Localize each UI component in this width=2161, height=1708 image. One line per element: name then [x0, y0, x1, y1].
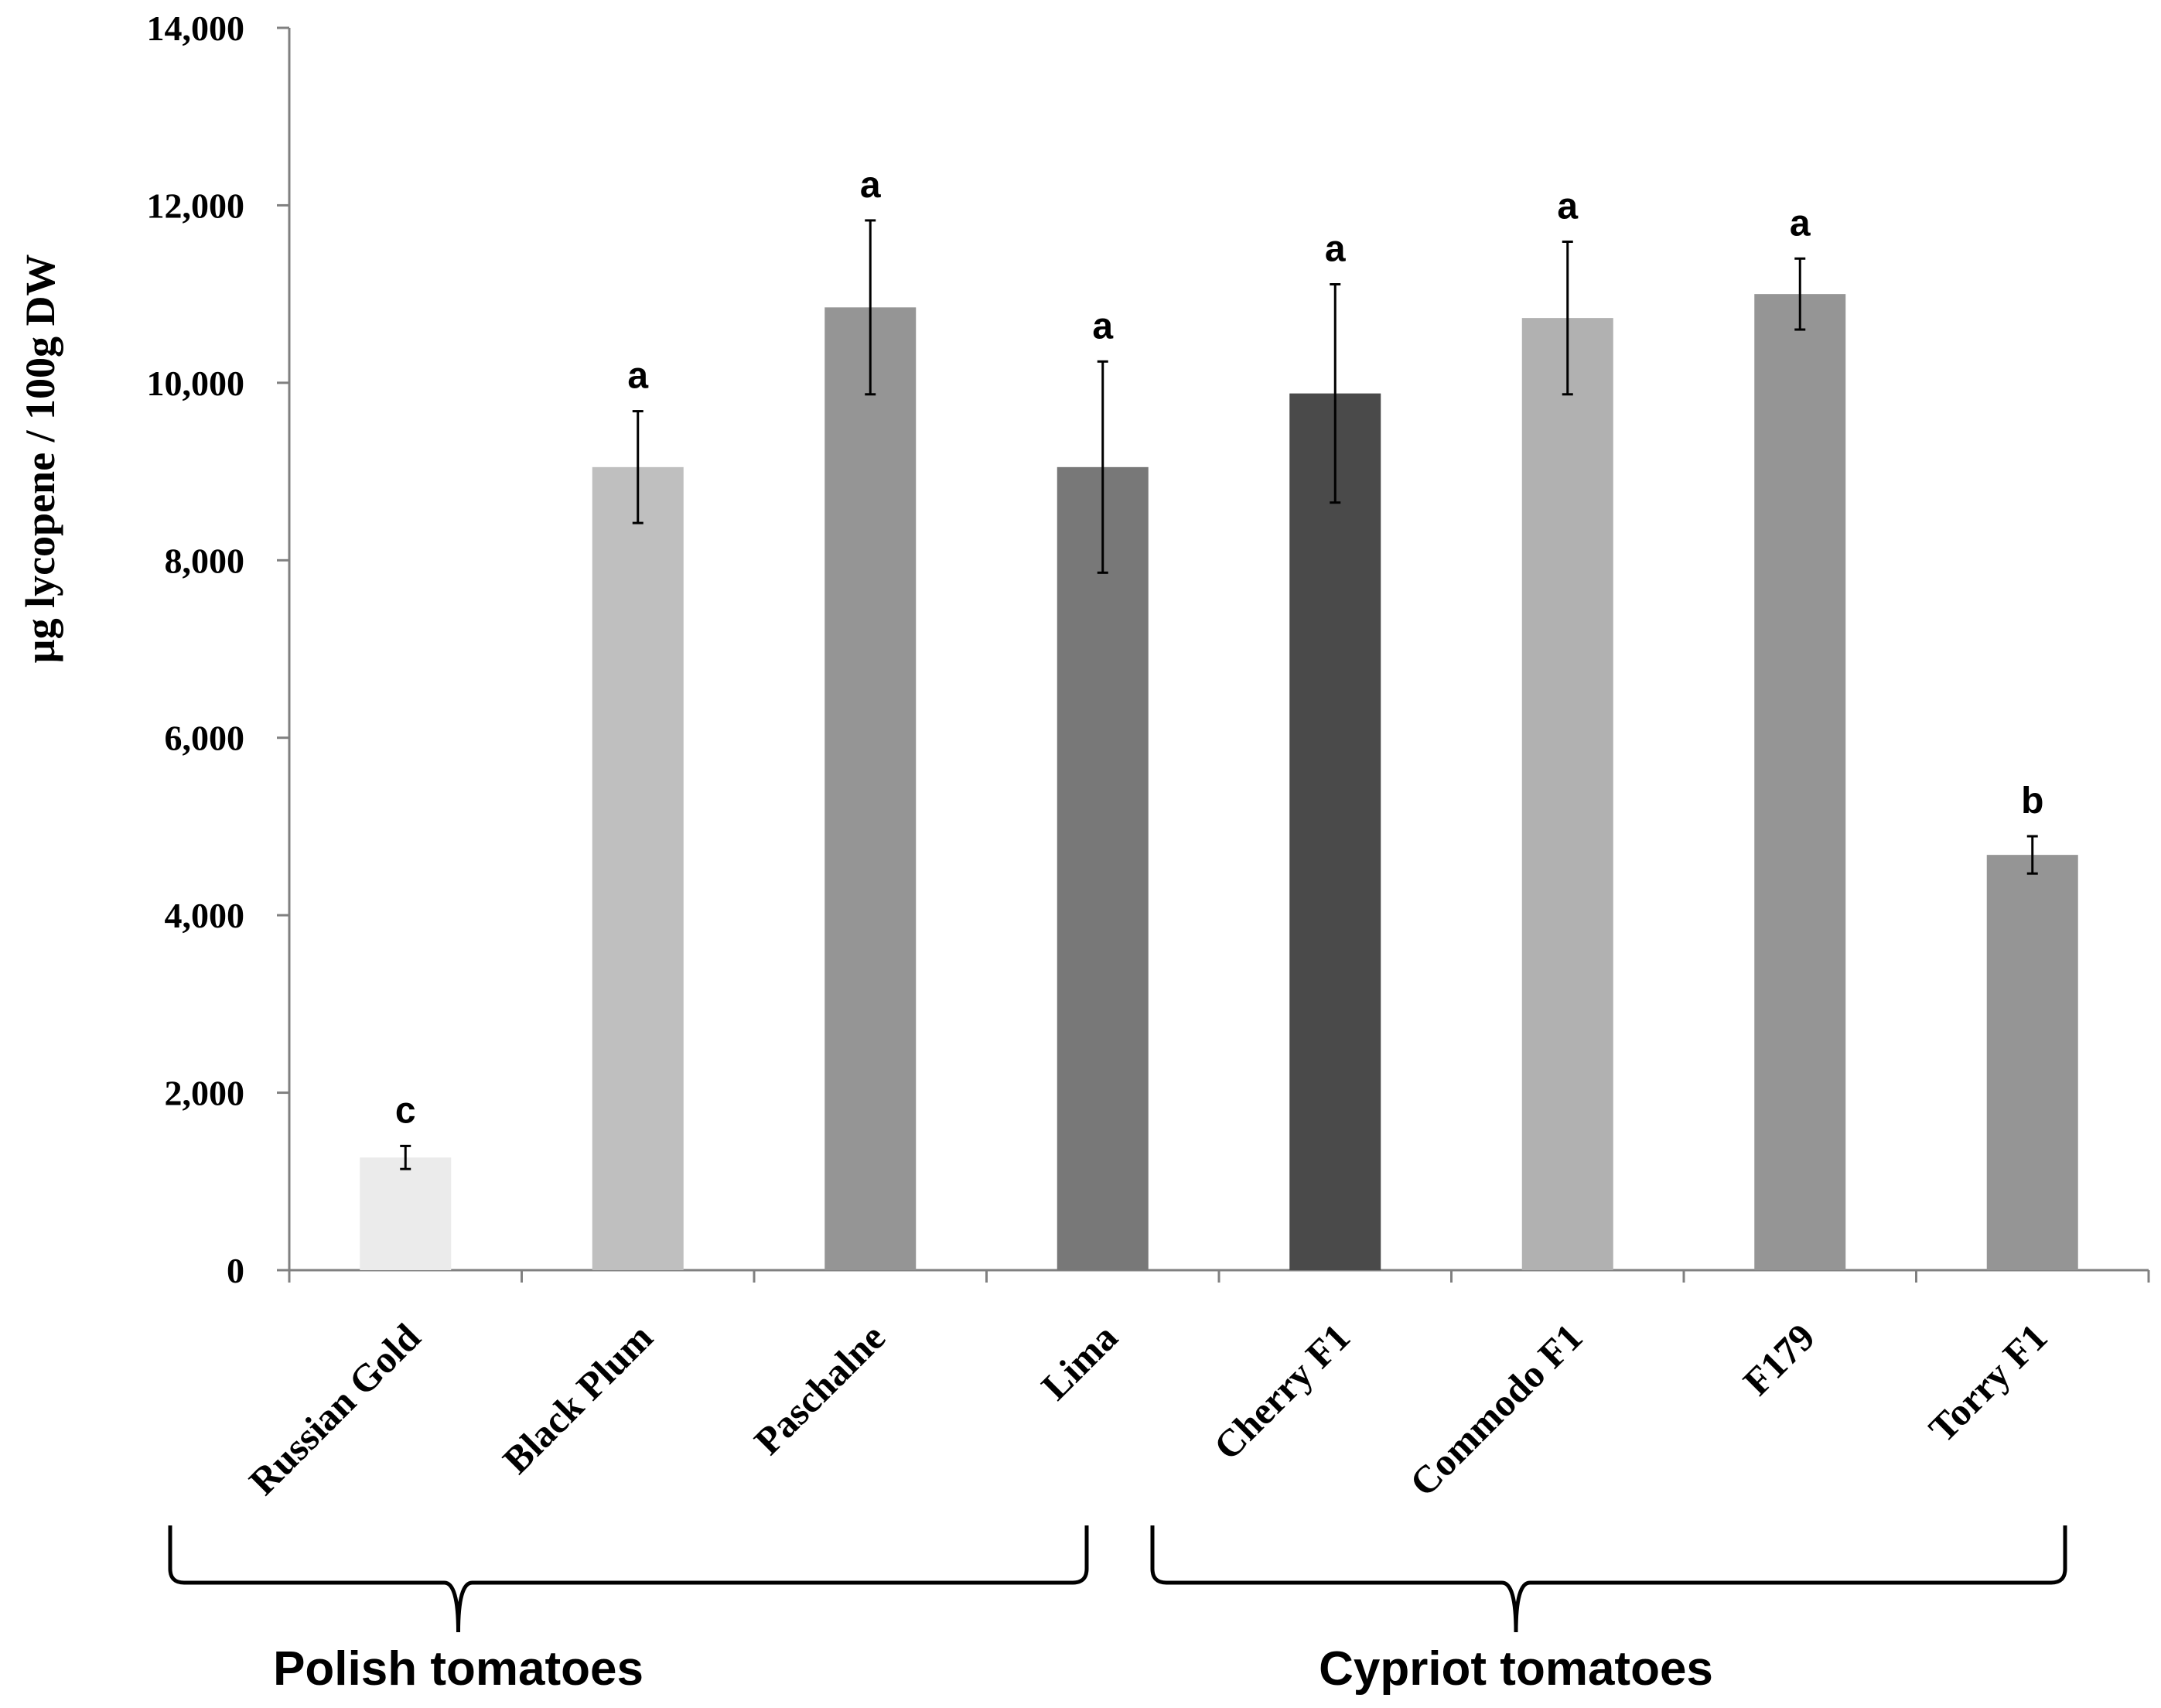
y-axis-ticks: 0 2,000 4,000 6,000 8,000 10,000 12,000 14,000 [147, 9, 289, 1290]
category-label: Torry F1 [1920, 1315, 2056, 1450]
significance-letter: a [860, 165, 881, 206]
significance-letter: a [1092, 306, 1113, 347]
significance-letter: a [1325, 229, 1346, 270]
error-bar [2026, 835, 2038, 875]
y-tick-label: 4,000 [165, 896, 245, 935]
group-label: Cypriot tomatoes [1319, 1642, 1713, 1696]
y-tick-label: 0 [227, 1251, 244, 1290]
significance-letter: b [2021, 781, 2043, 822]
bar [592, 466, 684, 1270]
significance-letter: a [1557, 186, 1578, 227]
significance-letter: a [627, 356, 648, 397]
group-brackets: Polish tomatoes Cypriot tomatoes [168, 1525, 2067, 1696]
significance-letter: c [395, 1090, 416, 1131]
error-bar [1330, 283, 1341, 504]
category-label: Lima [1033, 1315, 1125, 1408]
bar [360, 1157, 452, 1270]
axes [288, 28, 2150, 1283]
error-bar [1794, 257, 1806, 331]
category-label: Cherry F1 [1205, 1315, 1358, 1468]
significance-letter: a [1790, 203, 1811, 244]
error-bar [1097, 360, 1108, 574]
category-label: F179 [1735, 1315, 1823, 1403]
bar [1057, 466, 1149, 1270]
group-bracket [168, 1525, 1089, 1633]
error-bar [865, 219, 876, 396]
error-bars [400, 219, 2038, 1170]
bar [1754, 294, 1846, 1271]
error-bar [1562, 240, 1573, 396]
significance-labels: c a a a a a a b [395, 165, 2044, 1131]
category-label: Commodo F1 [1401, 1315, 1591, 1505]
y-tick-label: 8,000 [165, 541, 245, 580]
bar [1986, 855, 2078, 1270]
y-tick-label: 14,000 [147, 9, 245, 48]
group-label: Polish tomatoes [273, 1642, 644, 1696]
category-label: Black Plum [494, 1315, 661, 1481]
bars [360, 294, 2078, 1271]
category-labels: Russian Gold Black Plum Paschalne Lima Cherr… [241, 1315, 2055, 1505]
group-bracket [1150, 1525, 2067, 1633]
bar [824, 307, 917, 1271]
category-label: Paschalne [746, 1315, 893, 1463]
error-bar [400, 1144, 411, 1170]
y-axis-label: µg lycopene / 100g DW [17, 254, 63, 663]
y-tick-label: 6,000 [165, 719, 245, 758]
y-tick-label: 10,000 [147, 364, 245, 403]
bar [1289, 393, 1381, 1271]
bar [1521, 318, 1613, 1270]
error-bar [632, 410, 644, 524]
category-label: Russian Gold [241, 1315, 428, 1503]
y-tick-label: 12,000 [147, 186, 245, 225]
y-tick-label: 2,000 [165, 1074, 245, 1113]
